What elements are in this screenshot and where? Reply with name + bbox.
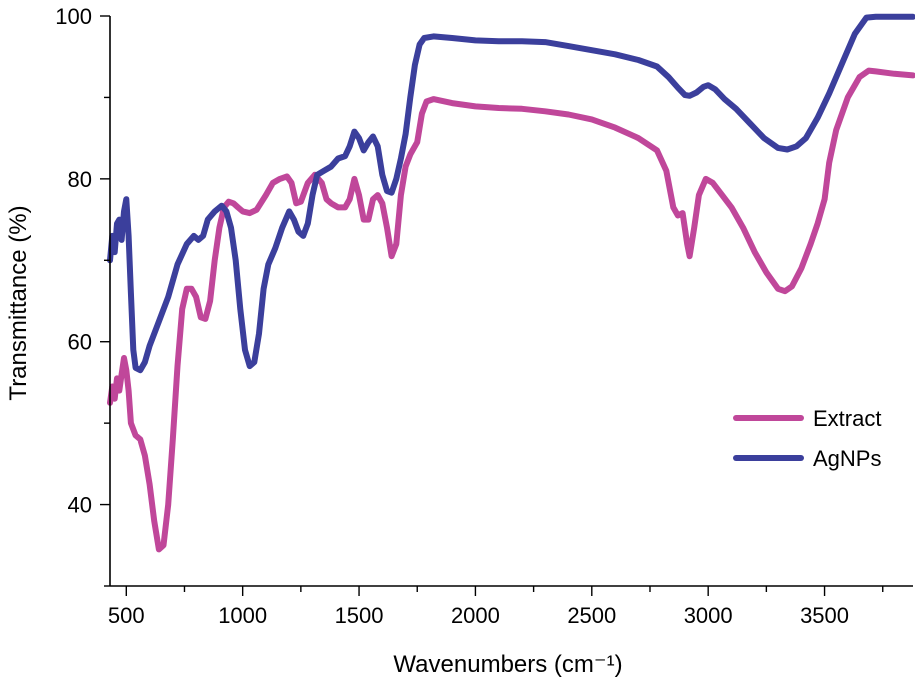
y-axis-title: Transmittance (%) (5, 205, 32, 400)
x-axis-title: Wavenumbers (cm⁻¹) (393, 651, 622, 678)
y-tick-label: 40 (68, 493, 92, 518)
legend-label-extract: Extract (813, 406, 881, 431)
y-tick-label: 100 (55, 4, 92, 29)
x-tick-label: 2000 (451, 603, 500, 628)
y-tick-label: 60 (68, 330, 92, 355)
y-tick-label: 80 (68, 167, 92, 192)
x-tick-label: 3000 (684, 603, 733, 628)
x-tick-label: 3500 (800, 603, 849, 628)
series-line-extract (107, 67, 915, 553)
x-ticks: 500 1000 1500 2000 2500 3000 3500 (108, 586, 884, 628)
x-tick-label: 1500 (335, 603, 384, 628)
y-ticks: 40 60 80 100 (55, 4, 110, 587)
series-line-agnps (107, 13, 915, 374)
x-tick-label: 1000 (218, 603, 267, 628)
legend-label-agnps: AgNPs (813, 446, 881, 471)
plot-series (107, 13, 915, 553)
axes (109, 16, 913, 587)
x-tick-label: 2500 (567, 603, 616, 628)
legend: Extract AgNPs (733, 406, 881, 471)
x-tick-label: 500 (108, 603, 145, 628)
